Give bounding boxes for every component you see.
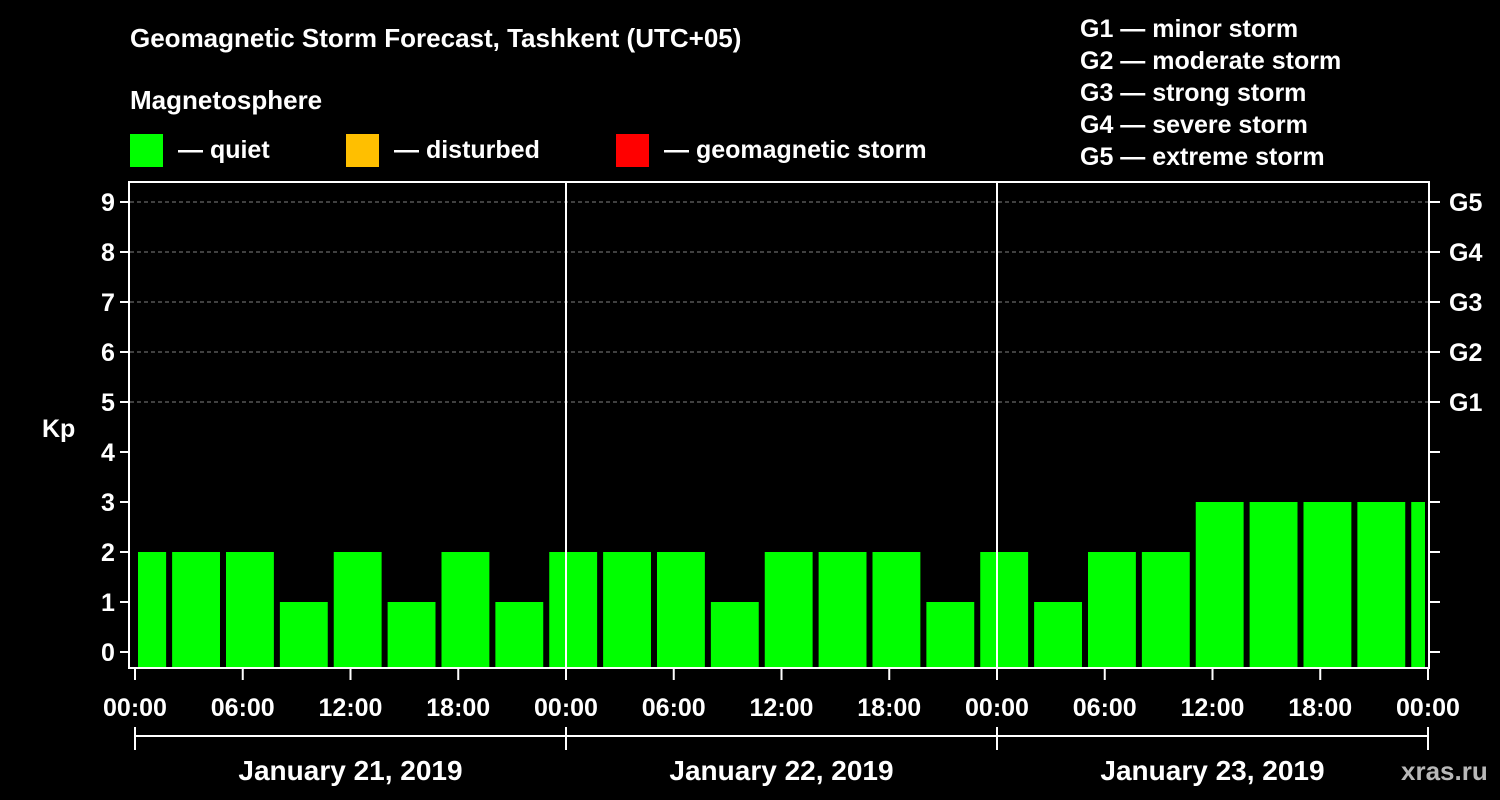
legend-label-disturbed: — disturbed bbox=[394, 136, 540, 164]
x-tick-label: 12:00 bbox=[1181, 694, 1245, 722]
y-tick-label: 6 bbox=[101, 339, 115, 367]
date-label: January 21, 2019 bbox=[238, 755, 462, 786]
kp-bar bbox=[387, 602, 436, 668]
x-tick-label: 06:00 bbox=[1073, 694, 1137, 722]
legend-title: Magnetosphere bbox=[130, 85, 322, 115]
x-tick-label: 06:00 bbox=[211, 694, 275, 722]
kp-bar bbox=[279, 602, 328, 668]
kp-bar bbox=[818, 552, 867, 668]
kp-bar bbox=[926, 602, 975, 668]
kp-bar bbox=[225, 552, 274, 668]
kp-bar bbox=[656, 552, 705, 668]
g-level-label: G4 bbox=[1449, 239, 1482, 267]
g-scale-g2: G2 — moderate storm bbox=[1080, 47, 1341, 75]
legend-label-quiet: — quiet bbox=[178, 136, 270, 164]
y-tick-label: 4 bbox=[101, 439, 115, 467]
legend-swatch-storm bbox=[616, 134, 649, 167]
x-tick-label: 00:00 bbox=[103, 694, 167, 722]
kp-bar bbox=[172, 552, 220, 668]
kp-bar bbox=[138, 552, 167, 668]
kp-bar bbox=[441, 552, 490, 668]
date-axis: January 21, 2019 January 22, 2019 January … bbox=[134, 727, 1429, 786]
g-scale-g4: G4 — severe storm bbox=[1080, 111, 1308, 139]
kp-bar bbox=[549, 552, 598, 668]
kp-bar bbox=[333, 552, 382, 668]
bars bbox=[138, 502, 1425, 668]
x-tick-label: 12:00 bbox=[319, 694, 383, 722]
watermark: xras.ru bbox=[1401, 756, 1488, 786]
day-separators bbox=[565, 182, 998, 668]
legend-label-storm: — geomagnetic storm bbox=[664, 136, 927, 164]
kp-bar bbox=[764, 552, 813, 668]
x-tick-label: 12:00 bbox=[750, 694, 814, 722]
kp-bar bbox=[603, 552, 651, 668]
kp-bar bbox=[710, 602, 759, 668]
x-tick-label: 18:00 bbox=[426, 694, 490, 722]
date-label: January 23, 2019 bbox=[1100, 755, 1324, 786]
g-level-label: G1 bbox=[1449, 389, 1482, 417]
legend-swatch-quiet bbox=[130, 134, 163, 167]
x-tick-label: 06:00 bbox=[642, 694, 706, 722]
y-tick-label: 7 bbox=[101, 289, 115, 317]
y-tick-label: 1 bbox=[101, 589, 115, 617]
kp-bar bbox=[872, 552, 921, 668]
x-tick-label: 00:00 bbox=[1396, 694, 1460, 722]
g-level-label: G3 bbox=[1449, 289, 1482, 317]
x-tick-label: 18:00 bbox=[1288, 694, 1352, 722]
kp-bar bbox=[1034, 602, 1082, 668]
kp-bar bbox=[1087, 552, 1136, 668]
legend-swatch-disturbed bbox=[346, 134, 379, 167]
kp-bar bbox=[1141, 552, 1190, 668]
g-scale-g5: G5 — extreme storm bbox=[1080, 143, 1325, 171]
kp-bar bbox=[495, 602, 544, 668]
kp-bar bbox=[1303, 502, 1352, 668]
x-tick-label: 18:00 bbox=[857, 694, 921, 722]
x-tick-label: 00:00 bbox=[965, 694, 1029, 722]
kp-bar bbox=[1357, 502, 1406, 668]
y-tick-label: 3 bbox=[101, 489, 115, 517]
y-tick-label: 2 bbox=[101, 539, 115, 567]
y-tick-label: 5 bbox=[101, 389, 115, 417]
x-axis-ticks: 00:00 06:00 12:00 18:00 00:00 06:00 12:00 18:00… bbox=[103, 669, 1460, 722]
y-tick-label: 8 bbox=[101, 239, 115, 267]
gridlines bbox=[130, 201, 1428, 403]
chart-title: Geomagnetic Storm Forecast, Tashkent (UT… bbox=[130, 23, 741, 53]
kp-bar bbox=[1411, 502, 1425, 668]
kp-bar bbox=[980, 552, 1029, 668]
g-level-label: G5 bbox=[1449, 189, 1482, 217]
g-level-label: G2 bbox=[1449, 339, 1482, 367]
kp-bar bbox=[1249, 502, 1298, 668]
right-axis-ticks: G1 G2 G3 G4 G5 bbox=[1429, 189, 1482, 653]
x-tick-label: 00:00 bbox=[534, 694, 598, 722]
y-axis-label: Kp bbox=[42, 415, 75, 443]
y-axis-ticks: 0 1 2 3 4 5 6 7 8 9 bbox=[101, 189, 129, 667]
date-label: January 22, 2019 bbox=[669, 755, 893, 786]
g-scale-g1: G1 — minor storm bbox=[1080, 15, 1298, 43]
g-scale-g3: G3 — strong storm bbox=[1080, 79, 1306, 107]
y-tick-label: 0 bbox=[101, 639, 115, 667]
plot-frame bbox=[128, 181, 1430, 669]
kp-bar bbox=[1195, 502, 1244, 668]
y-tick-label: 9 bbox=[101, 189, 115, 217]
